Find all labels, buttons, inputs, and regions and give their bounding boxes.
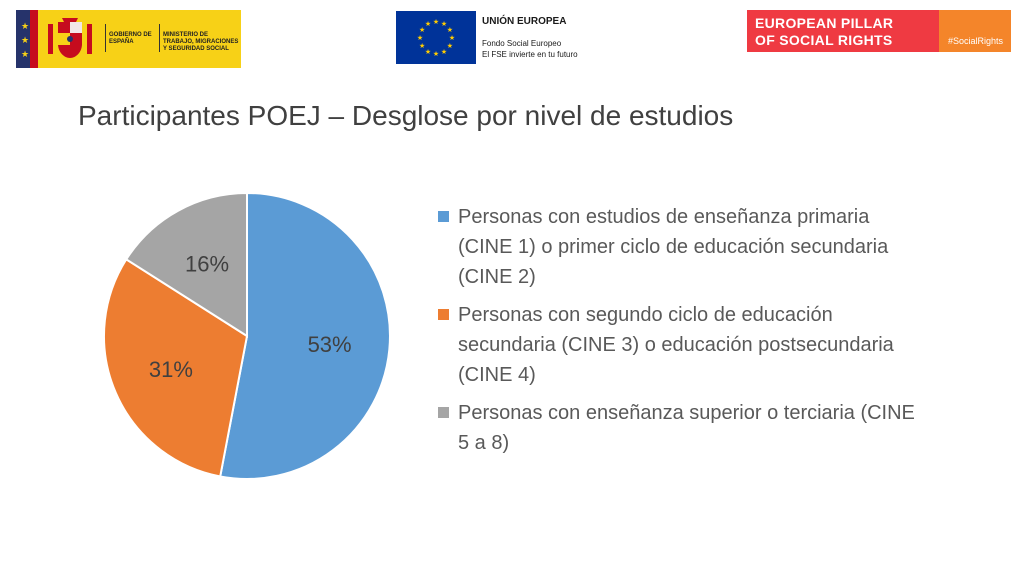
legend-swatch-2 — [438, 309, 449, 320]
eu-star-icon: ★ — [433, 50, 439, 58]
pillar-logo-hashtag: #SocialRights — [947, 36, 1003, 46]
legend-label-1: Personas con estudios de enseñanza prima… — [458, 206, 889, 288]
spain-government-logo: ★ ★ ★ Gobierno de España Ministerio de T… — [16, 10, 241, 68]
pie-slice-3 — [124, 191, 248, 338]
eu-star-icon: ★ — [425, 20, 431, 28]
eu-flag-strip: ★ ★ ★ — [16, 10, 38, 68]
eu-star-icon: ★ — [419, 26, 425, 34]
eu-logo: ★ ★ ★ ★ ★ ★ ★ ★ ★ ★ ★ ★ UNIÓN EUROPEA Fondo Social … — [396, 11, 586, 66]
pillar-logo-line1: EUROPEAN PILLAR — [755, 15, 894, 31]
legend-item-2: Personas con segundo ciclo de educación … — [438, 300, 928, 390]
legend-item-3: Personas con enseñanza superior o tercia… — [438, 398, 928, 458]
pie-data-label-3: 16% — [185, 251, 229, 276]
spain-logo-line1: Gobierno de España — [109, 32, 152, 45]
pie-data-label-1: 53% — [308, 332, 352, 357]
chart-legend: Personas con estudios de enseñanza prima… — [438, 202, 928, 466]
eu-star-icon: ★ — [425, 48, 431, 56]
legend-label-3: Personas con enseñanza superior o tercia… — [458, 402, 915, 454]
pie-data-label-2: 31% — [149, 357, 193, 382]
eu-star-icon: ★ — [419, 42, 425, 50]
spain-logo-line2: Ministerio de Trabajo, Migraciones y Seg… — [163, 32, 239, 52]
slide-title: Participantes POEJ – Desglose por nivel … — [78, 100, 734, 131]
coat-of-arms-icon — [48, 18, 92, 58]
legend-swatch-3 — [438, 407, 449, 418]
pillar-logo-line2: OF SOCIAL RIGHTS — [755, 32, 893, 48]
european-pillar-logo: EUROPEAN PILLAR OF SOCIAL RIGHTS #Social… — [747, 10, 1011, 52]
legend-item-1: Personas con estudios de enseñanza prima… — [438, 202, 928, 292]
eu-star-icon: ★ — [441, 48, 447, 56]
eu-star-icon: ★ — [441, 20, 447, 28]
legend-label-2: Personas con segundo ciclo de educación … — [458, 304, 894, 386]
eu-star-icon: ★ — [449, 34, 455, 42]
eu-logo-title: UNIÓN EUROPEA — [482, 16, 567, 27]
eu-star-icon: ★ — [447, 42, 453, 50]
eu-flag-icon: ★ ★ ★ ★ ★ ★ ★ ★ ★ ★ ★ ★ — [396, 11, 476, 64]
eu-star-icon: ★ — [433, 18, 439, 26]
eu-star-icon: ★ — [447, 26, 453, 34]
eu-logo-tagline: El FSE invierte en tu futuro — [482, 50, 578, 59]
legend-swatch-1 — [438, 211, 449, 222]
eu-star-icon: ★ — [417, 34, 423, 42]
pie-slice-1 — [219, 191, 391, 480]
eu-logo-subtitle: Fondo Social Europeo — [482, 39, 562, 48]
